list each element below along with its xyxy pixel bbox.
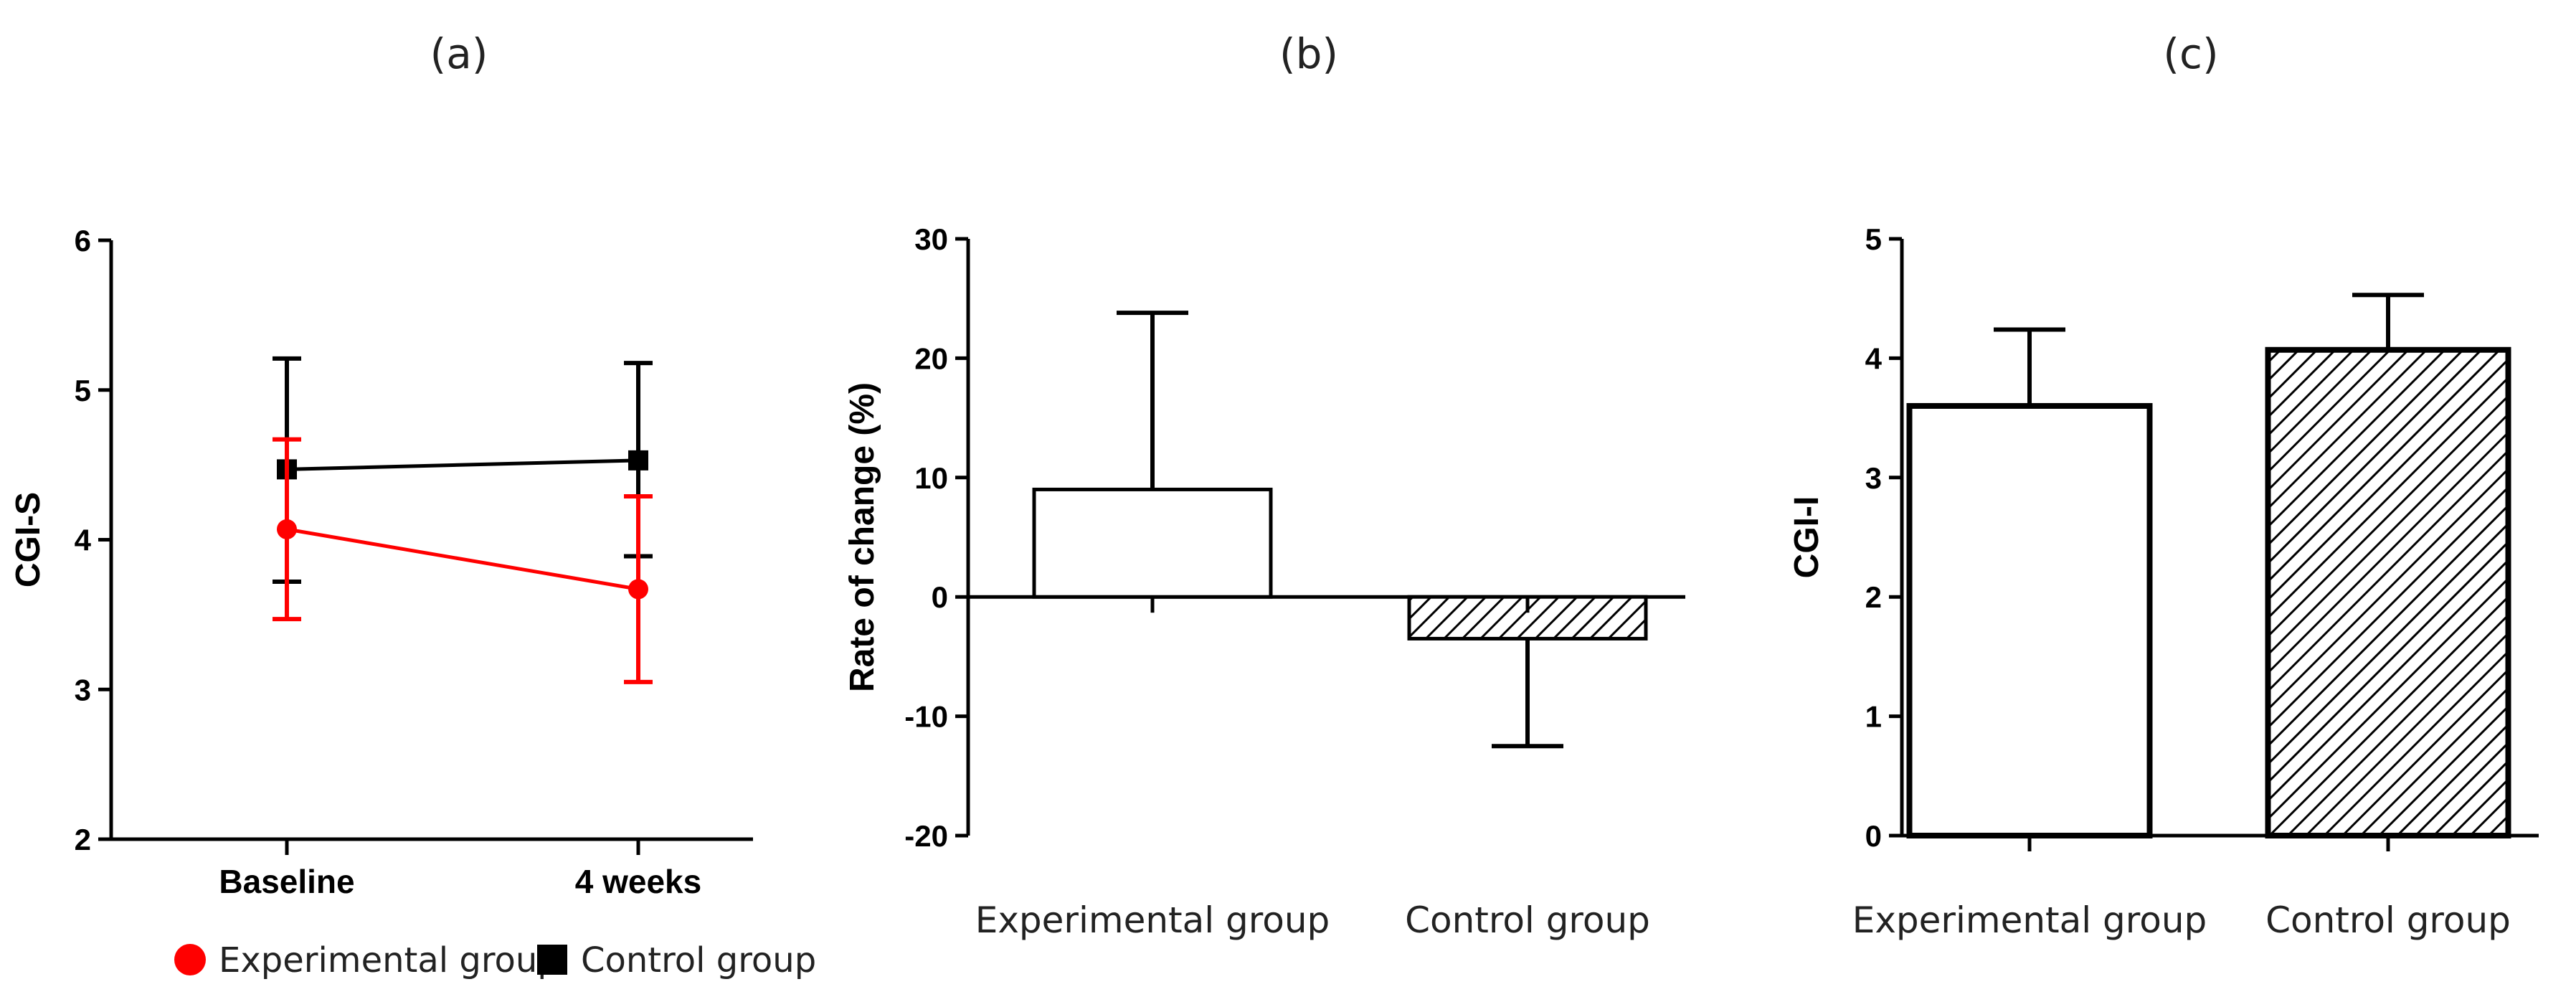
x-category-label: Experimental group <box>975 899 1330 941</box>
legend-marker-experimental-group <box>174 944 206 975</box>
bar-experimental-group <box>1906 402 2153 838</box>
y-tick-label: 5 <box>1865 222 1882 256</box>
y-tick-label: 6 <box>75 224 91 257</box>
data-point-control-group <box>628 450 648 471</box>
y-tick-label: 0 <box>932 580 948 614</box>
y-tick-label: 20 <box>914 341 948 375</box>
y-axis-label: Rate of change (%) <box>843 382 881 692</box>
data-point-experimental-group <box>628 579 648 600</box>
y-tick-label: -10 <box>904 700 948 734</box>
y-tick-label: 2 <box>75 823 91 856</box>
y-axis-label: CGI-I <box>1788 496 1826 579</box>
series-line-control-group <box>286 458 639 471</box>
y-tick-label: 30 <box>914 222 948 256</box>
y-tick-label: -20 <box>904 819 948 853</box>
legend-label-experimental-group: Experimental group <box>219 940 559 980</box>
series-line-experimental-group <box>286 527 639 591</box>
bar-experimental-group <box>1032 487 1273 599</box>
y-axis-label: CGI-S <box>9 492 47 587</box>
y-tick-label: 3 <box>75 673 91 706</box>
chart-b: -20 -10 0 10 20 30 Rate of change (%) Experimen… <box>843 222 1685 941</box>
legend-label-control-group: Control group <box>581 940 816 980</box>
y-tick-label: 3 <box>1865 461 1882 495</box>
panel-label-c: (c) <box>2163 29 2218 78</box>
y-tick-label: 1 <box>1865 700 1882 734</box>
chart-a: 2 3 4 5 6 CGI-S Baseline 4 weeks Experimental gr… <box>9 224 816 980</box>
x-tick-label: 4 weeks <box>575 863 701 900</box>
y-tick-label: 10 <box>914 461 948 495</box>
chart-c: 0 1 2 3 4 5 CGI-I Experimental group Control gro… <box>1788 222 2539 941</box>
x-category-label: Control group <box>2265 899 2511 941</box>
y-tick-label: 0 <box>1865 819 1882 853</box>
legend: Experimental group Control group <box>174 940 816 980</box>
legend-marker-control-group <box>537 945 567 975</box>
panel-label-a: (a) <box>430 29 488 78</box>
bar-control-group <box>2265 346 2511 838</box>
x-category-label: Control group <box>1405 899 1650 941</box>
panel-label-b: (b) <box>1279 29 1338 78</box>
x-category-label: Experimental group <box>1852 899 2207 941</box>
x-tick-label: Baseline <box>219 863 354 900</box>
y-tick-label: 4 <box>75 524 92 557</box>
y-tick-label: 4 <box>1865 341 1883 375</box>
y-tick-label: 5 <box>75 374 91 407</box>
data-point-experimental-group <box>277 519 297 539</box>
y-tick-label: 2 <box>1865 580 1882 614</box>
